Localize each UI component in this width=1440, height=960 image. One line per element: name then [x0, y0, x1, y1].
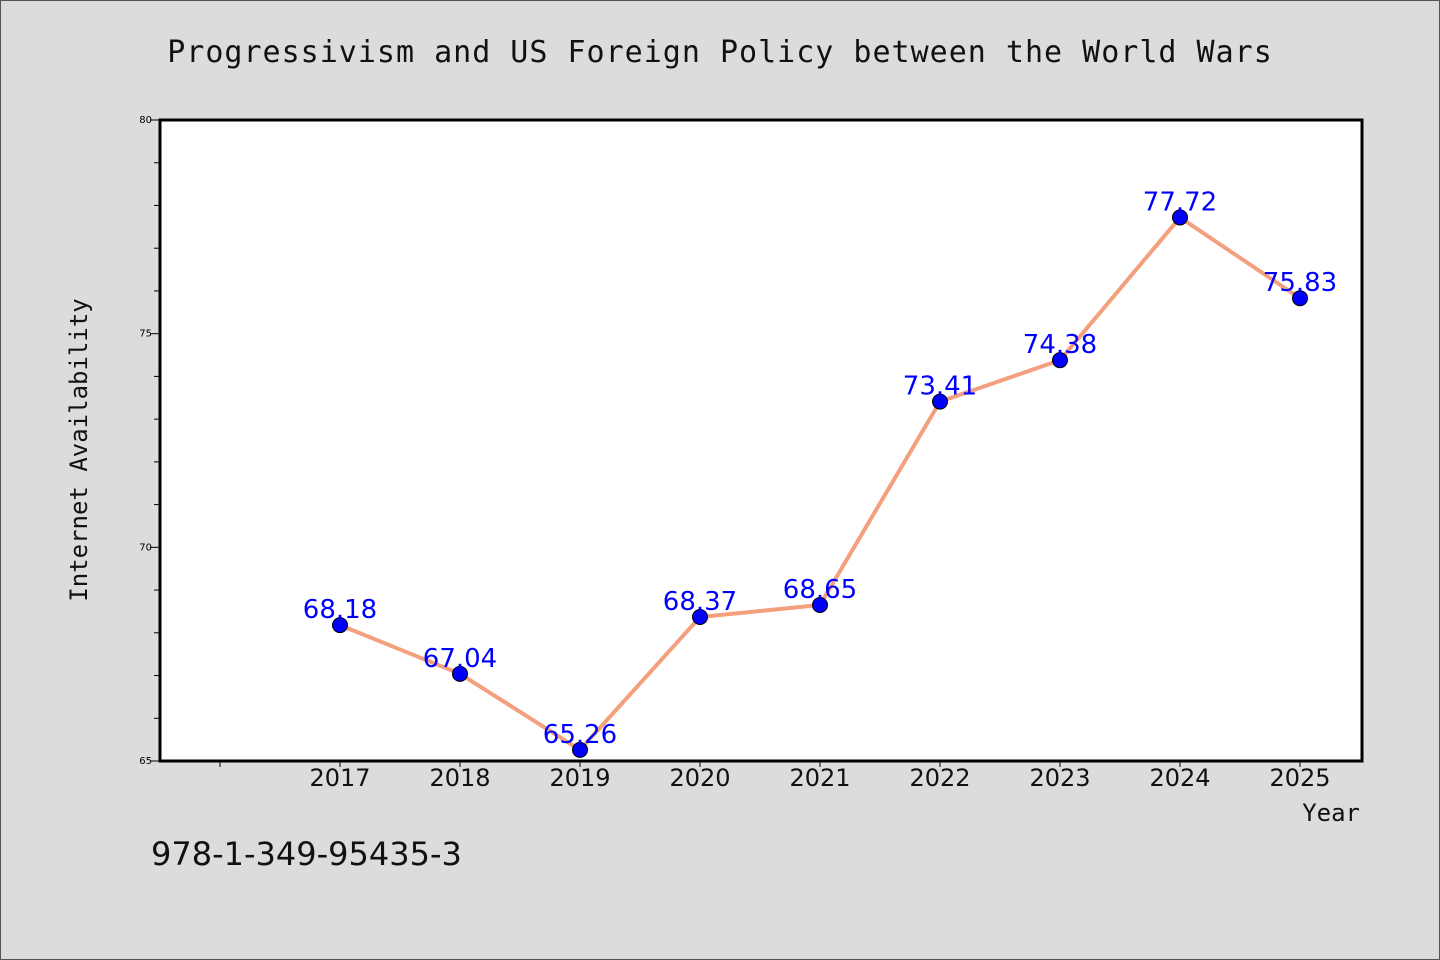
x-tick-label: 2024	[1149, 764, 1210, 792]
data-label: 68.37	[663, 587, 737, 617]
x-tick-label: 2023	[1029, 764, 1090, 792]
y-tick-label: 75	[139, 329, 152, 340]
plot-area	[158, 118, 1364, 763]
x-tick-label: 2018	[429, 764, 490, 792]
y-axis-ticks: 65 70 75 80	[139, 115, 160, 767]
data-point	[1172, 209, 1188, 226]
x-tick-label: 2017	[309, 764, 370, 792]
y-axis-title: Internet Availability	[65, 298, 93, 601]
data-points	[332, 209, 1308, 758]
data-label: 68.18	[303, 595, 377, 625]
data-point	[572, 741, 588, 758]
data-label: 65.26	[543, 720, 617, 750]
x-tick-label: 2022	[909, 764, 970, 792]
x-axis-title: Year	[1302, 799, 1360, 827]
data-point	[812, 597, 828, 614]
data-label: 73.41	[903, 372, 977, 402]
data-label: 67.04	[423, 644, 497, 674]
y-tick-label: 80	[139, 115, 152, 126]
data-point	[1292, 290, 1308, 307]
chart-title: Progressivism and US Foreign Policy betw…	[167, 35, 1273, 70]
data-point	[692, 608, 708, 625]
data-point	[932, 393, 948, 410]
y-tick-label: 65	[139, 756, 152, 767]
data-label: 77.72	[1143, 187, 1217, 217]
x-tick-label: 2020	[669, 764, 730, 792]
isbn-annotation: 978-1-349-95435-3	[151, 835, 462, 873]
data-point	[452, 665, 468, 682]
data-label: 68.65	[783, 575, 857, 605]
data-point	[332, 617, 348, 634]
x-tick-label: 2021	[789, 764, 850, 792]
data-labels: 68.18 67.04 65.26 68.37 68.65 73.41 74.38 77.72…	[303, 187, 1337, 749]
y-tick-label: 70	[139, 542, 152, 553]
data-label: 75.83	[1263, 268, 1337, 298]
data-label: 74.38	[1023, 330, 1097, 360]
x-tick-label: 2019	[549, 764, 610, 792]
x-axis-ticks: 2017 2018 2019 2020 2021 2022 2023 2024 2025	[219, 761, 1331, 792]
x-tick-label: 2025	[1269, 764, 1330, 792]
data-point	[1052, 352, 1068, 369]
